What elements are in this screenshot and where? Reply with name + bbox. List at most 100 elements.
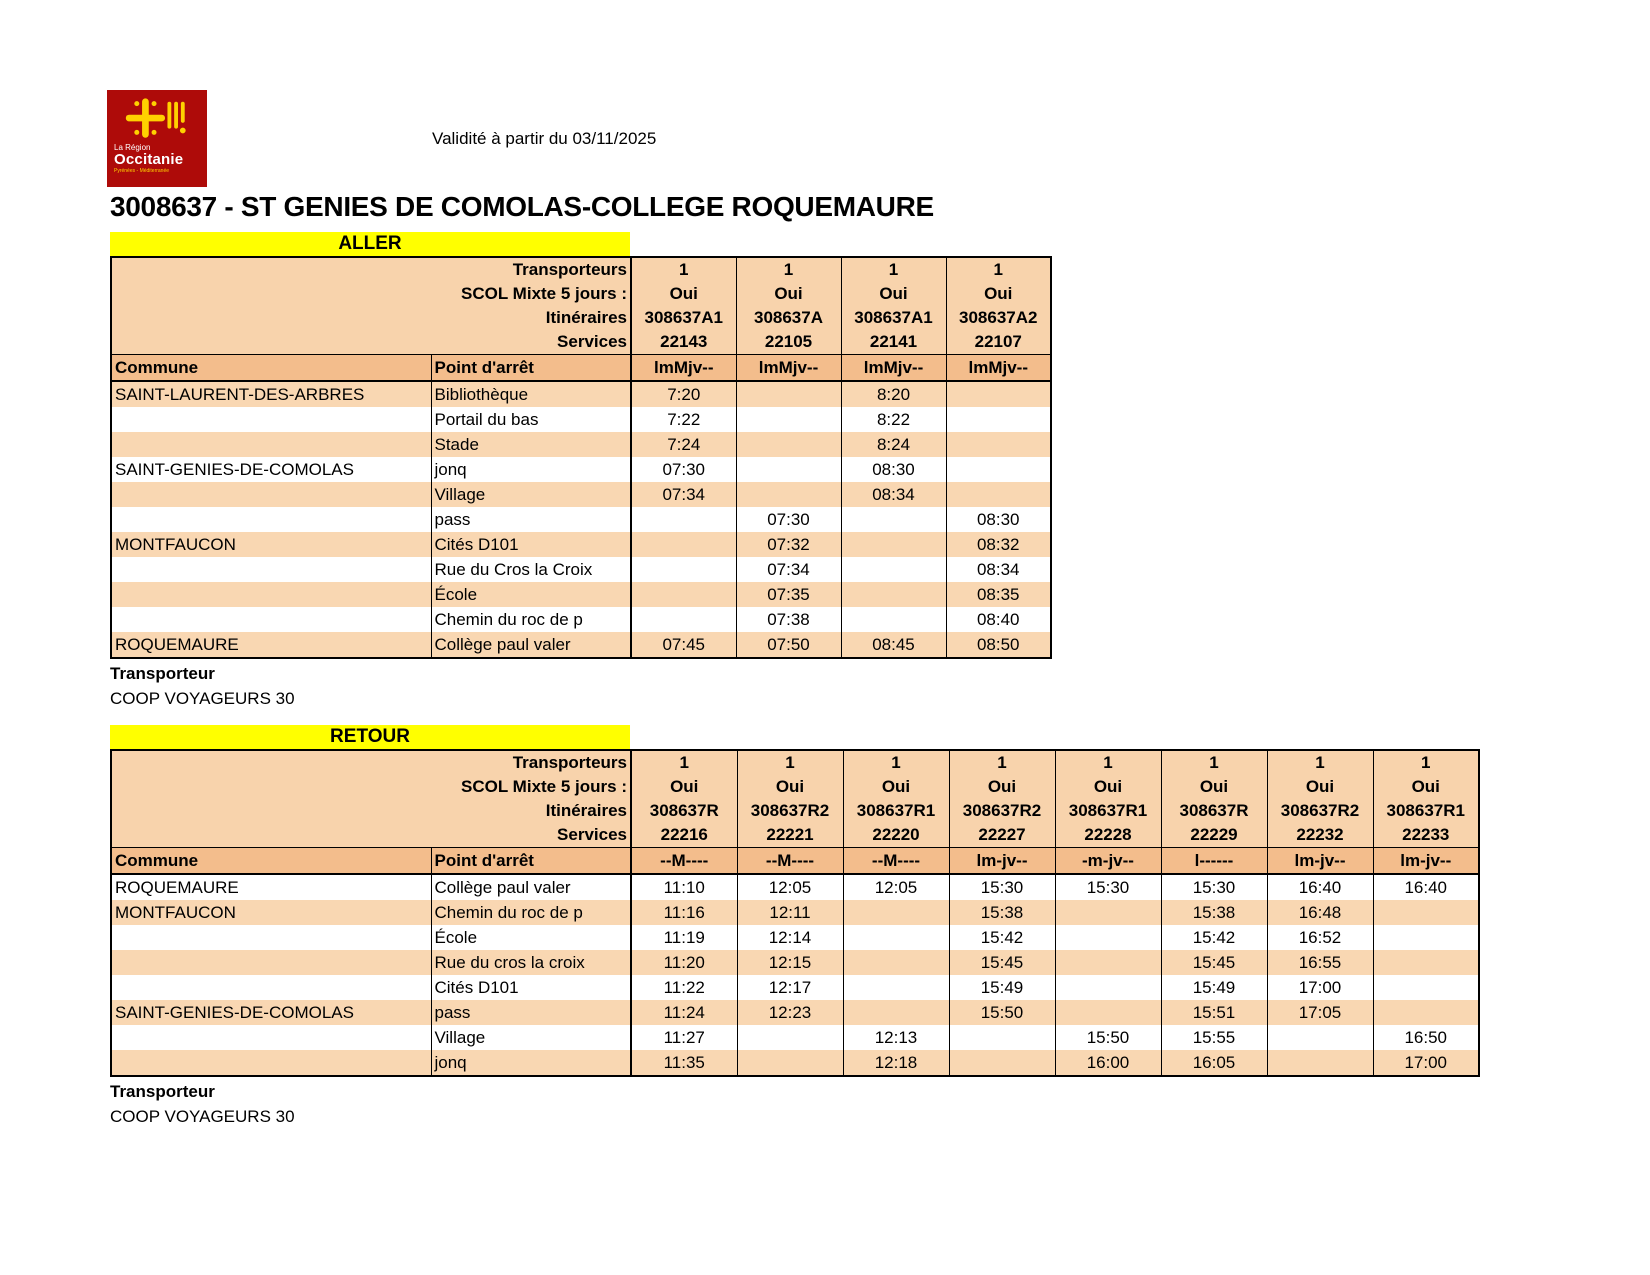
table-row: pass 07:30 08:30 <box>111 507 1051 532</box>
time-cell: 07:32 <box>735 532 841 557</box>
time-cell: 16:55 <box>1266 950 1373 975</box>
table-row: Stade 7:24 8:24 <box>111 432 1051 457</box>
stop-cell: jonq <box>430 457 631 482</box>
time-cell <box>840 532 946 557</box>
table-row: ROQUEMAURE Collège paul valer 11:10 12:05 12… <box>111 874 1479 900</box>
column-itineraire: 308637R1 <box>1372 799 1479 823</box>
commune-cell <box>111 607 431 632</box>
time-cell <box>842 975 949 1000</box>
table-row: Village 11:27 12:13 15:50 15:55 16:50 <box>111 1025 1479 1050</box>
column-transporteur: 1 <box>840 257 946 282</box>
time-cell: 08:30 <box>945 507 1051 532</box>
time-cell: 15:55 <box>1160 1025 1267 1050</box>
table-row: SAINT-GENIES-DE-COMOLAS pass 11:24 12:23 15:… <box>111 1000 1479 1025</box>
time-cell: 08:30 <box>840 457 946 482</box>
commune-header: Commune <box>111 847 431 875</box>
time-cell: 07:35 <box>735 582 841 607</box>
commune-cell <box>111 432 431 457</box>
time-cell: 07:30 <box>630 457 736 482</box>
time-cell: 12:15 <box>736 950 843 975</box>
time-cell <box>945 381 1051 407</box>
header-row-scol_mixte: SCOL Mixte 5 jours : Oui Oui Oui Oui <box>111 282 1051 306</box>
time-cell: 7:24 <box>630 432 736 457</box>
header-row-itineraires: Itinéraires 308637A1 308637A 308637A1 308637… <box>111 306 1051 330</box>
time-cell <box>630 507 736 532</box>
time-cell: 15:49 <box>1160 975 1267 1000</box>
time-cell: 07:34 <box>630 482 736 507</box>
column-scol: Oui <box>630 775 737 799</box>
point-arret-header: Point d'arrêt <box>430 847 631 875</box>
transporteur-label: Transporteur <box>110 1082 215 1101</box>
time-cell <box>945 482 1051 507</box>
stop-cell: jonq <box>430 1050 631 1076</box>
stop-cell: Rue du cros la croix <box>430 950 631 975</box>
header-row-services: Services 22216 22221 22220 22227 22228 22229 22… <box>111 823 1479 848</box>
stop-cell: Stade <box>430 432 631 457</box>
point-arret-header: Point d'arrêt <box>430 354 631 382</box>
commune-cell <box>111 1050 431 1076</box>
time-cell: 12:13 <box>842 1025 949 1050</box>
stop-cell: Village <box>430 482 631 507</box>
occitanie-logo: La Région Occitanie Pyrénées - Méditerra… <box>107 90 207 187</box>
days-cell: -m-jv-- <box>1054 847 1161 875</box>
header-row-scol_mixte: SCOL Mixte 5 jours : Oui Oui Oui Oui Oui Oui Ou… <box>111 775 1479 799</box>
time-cell: 8:22 <box>840 407 946 432</box>
header-label-transporteurs: Transporteurs <box>111 257 631 282</box>
time-cell: 15:50 <box>948 1000 1055 1025</box>
table-row: MONTFAUCON Chemin du roc de p 11:16 12:11 15… <box>111 900 1479 925</box>
time-cell <box>948 1025 1055 1050</box>
table-row: Portail du bas 7:22 8:22 <box>111 407 1051 432</box>
time-cell <box>842 900 949 925</box>
column-scol: Oui <box>1160 775 1267 799</box>
stop-cell: Cités D101 <box>430 975 631 1000</box>
days-cell: lmMjv-- <box>840 354 946 382</box>
validity-date: Validité à partir du 03/11/2025 <box>432 129 657 148</box>
time-cell <box>842 950 949 975</box>
time-cell: 08:32 <box>945 532 1051 557</box>
time-cell <box>1054 975 1161 1000</box>
column-scol: Oui <box>945 282 1051 306</box>
column-scol: Oui <box>630 282 736 306</box>
time-cell: 8:20 <box>840 381 946 407</box>
time-cell: 15:49 <box>948 975 1055 1000</box>
time-cell: 07:50 <box>735 632 841 658</box>
time-cell: 07:38 <box>735 607 841 632</box>
time-cell: 12:17 <box>736 975 843 1000</box>
time-cell: 11:35 <box>630 1050 737 1076</box>
time-cell: 16:50 <box>1372 1025 1479 1050</box>
column-service: 22220 <box>842 823 949 848</box>
time-cell <box>840 557 946 582</box>
commune-cell <box>111 950 431 975</box>
commune-cell <box>111 1025 431 1050</box>
logo-subtitle-text: Pyrénées - Méditerranée <box>114 168 170 174</box>
time-cell: 17:05 <box>1266 1000 1373 1025</box>
table-row: jonq 11:35 12:18 16:00 16:05 17:00 <box>111 1050 1479 1076</box>
operator-name: COOP VOYAGEURS 30 <box>110 1107 295 1126</box>
column-itineraire: 308637A <box>735 306 841 330</box>
time-cell: 7:20 <box>630 381 736 407</box>
stop-cell: Village <box>430 1025 631 1050</box>
header-label-scol_mixte: SCOL Mixte 5 jours : <box>111 775 631 799</box>
time-cell: 15:38 <box>1160 900 1267 925</box>
column-scol: Oui <box>948 775 1055 799</box>
days-cell: lmMjv-- <box>630 354 736 382</box>
time-cell: 12:14 <box>736 925 843 950</box>
header-row-services: Services 22143 22105 22141 22107 <box>111 330 1051 355</box>
commune-cell: MONTFAUCON <box>111 900 431 925</box>
column-itineraire: 308637R2 <box>948 799 1055 823</box>
commune-cell <box>111 507 431 532</box>
time-cell: 16:48 <box>1266 900 1373 925</box>
time-cell: 07:45 <box>630 632 736 658</box>
time-cell: 15:45 <box>1160 950 1267 975</box>
time-cell <box>1054 950 1161 975</box>
column-itineraire: 308637R1 <box>1054 799 1161 823</box>
time-cell: 15:42 <box>948 925 1055 950</box>
time-cell: 16:40 <box>1372 874 1479 900</box>
days-cell: --M---- <box>630 847 737 875</box>
column-itineraire: 308637R2 <box>1266 799 1373 823</box>
days-cell: lm-jv-- <box>1266 847 1373 875</box>
column-itineraire: 308637A1 <box>630 306 736 330</box>
time-cell <box>1372 1000 1479 1025</box>
time-cell: 12:11 <box>736 900 843 925</box>
